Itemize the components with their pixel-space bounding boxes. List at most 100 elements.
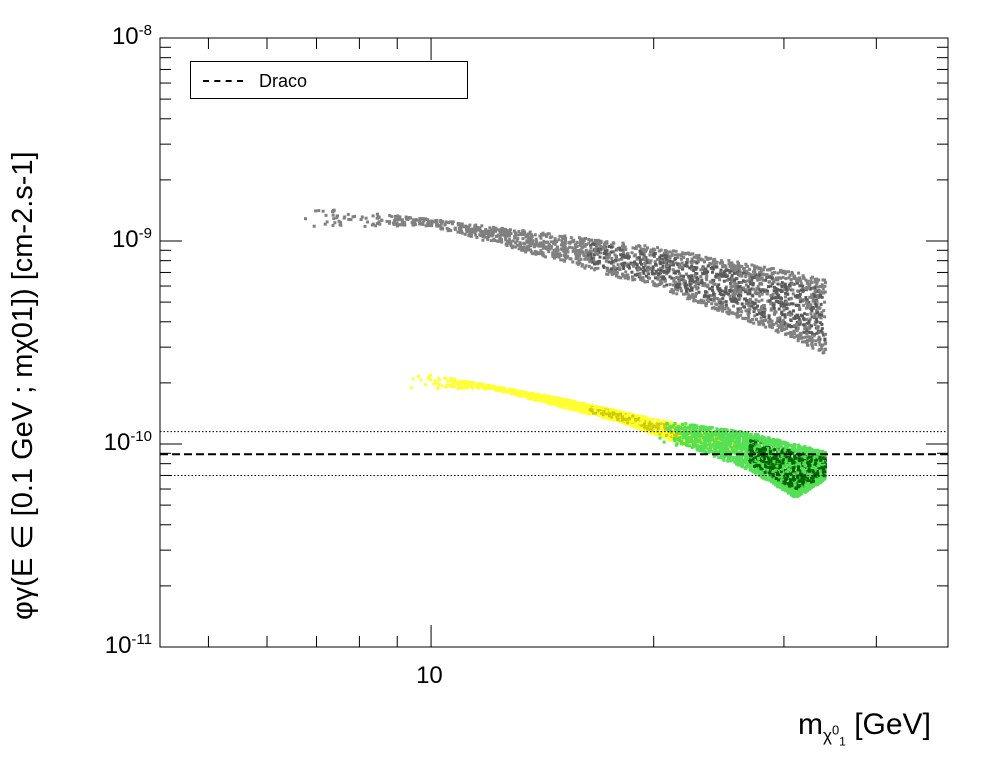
data-point (469, 234, 473, 238)
data-point (631, 264, 635, 268)
data-point (560, 239, 564, 243)
data-point (784, 322, 788, 326)
data-point (701, 266, 704, 270)
data-point (656, 418, 660, 422)
data-point (778, 316, 782, 320)
data-point (779, 303, 783, 307)
data-point (620, 257, 624, 261)
data-point (533, 251, 537, 255)
data-point (808, 295, 812, 299)
data-point (418, 218, 422, 222)
data-point (519, 244, 522, 248)
data-point (569, 236, 573, 240)
data-point (620, 418, 624, 422)
data-point (621, 250, 625, 254)
data-point (448, 383, 452, 387)
data-point (643, 262, 647, 265)
data-point (573, 400, 577, 404)
data-point (696, 280, 700, 284)
data-point (631, 263, 635, 266)
data-point (657, 268, 661, 272)
data-point (763, 319, 766, 322)
data-point (784, 270, 788, 274)
data-point (638, 256, 641, 260)
data-point (534, 398, 538, 402)
data-point (450, 222, 454, 226)
data-point (820, 327, 824, 331)
data-point (560, 235, 564, 239)
data-point (584, 255, 588, 259)
data-point (549, 244, 553, 248)
data-point (782, 308, 786, 312)
data-point (736, 269, 740, 273)
data-point (385, 219, 389, 223)
data-point (731, 299, 735, 303)
data-point (678, 263, 682, 267)
data-point (633, 417, 637, 421)
data-point (626, 273, 630, 277)
data-point (696, 256, 700, 259)
data-point (447, 228, 451, 231)
data-point (752, 306, 756, 310)
data-point (660, 427, 664, 431)
data-point (770, 271, 774, 275)
data-point (505, 244, 509, 247)
data-point (750, 276, 754, 280)
data-point (738, 268, 741, 272)
data-point (734, 287, 737, 291)
data-point (589, 253, 593, 257)
data-point (783, 315, 787, 319)
data-point (673, 253, 677, 257)
data-point (449, 220, 453, 224)
data-point (474, 383, 478, 387)
data-point (733, 297, 736, 301)
data-point (364, 216, 368, 220)
data-point (646, 280, 649, 283)
data-point (743, 297, 747, 301)
data-point (738, 296, 742, 300)
data-point (736, 307, 740, 311)
data-point (682, 292, 685, 296)
data-point (621, 265, 625, 269)
data-point (674, 249, 678, 253)
data-point (662, 252, 666, 255)
data-point (449, 377, 453, 380)
data-point (452, 380, 456, 384)
data-point (636, 272, 639, 276)
data-point (771, 292, 775, 296)
data-point (559, 247, 563, 251)
data-point (603, 249, 607, 253)
data-point (595, 413, 599, 417)
data-point (619, 276, 623, 280)
data-point (716, 285, 719, 289)
data-point (727, 259, 731, 263)
data-point (801, 464, 805, 468)
data-point (502, 231, 506, 235)
data-point (755, 265, 759, 269)
data-point (621, 241, 625, 245)
data-point (776, 296, 780, 299)
data-point (741, 458, 744, 462)
data-point (597, 242, 601, 246)
data-point (815, 320, 819, 324)
data-point (567, 407, 570, 411)
data-point (790, 302, 794, 306)
data-point (578, 243, 582, 247)
data-point (776, 317, 780, 321)
data-point (444, 385, 448, 389)
data-point (804, 340, 808, 344)
data-point (596, 238, 600, 242)
data-point (748, 320, 752, 324)
data-point (809, 331, 813, 334)
data-point (657, 422, 661, 426)
data-point (721, 261, 725, 265)
data-point (738, 273, 742, 277)
data-point (514, 233, 518, 237)
data-point (701, 271, 705, 275)
data-point (663, 426, 667, 430)
data-point (594, 241, 598, 245)
data-point (704, 255, 708, 259)
data-point (695, 286, 699, 289)
data-point (654, 276, 657, 280)
data-point (456, 381, 460, 385)
